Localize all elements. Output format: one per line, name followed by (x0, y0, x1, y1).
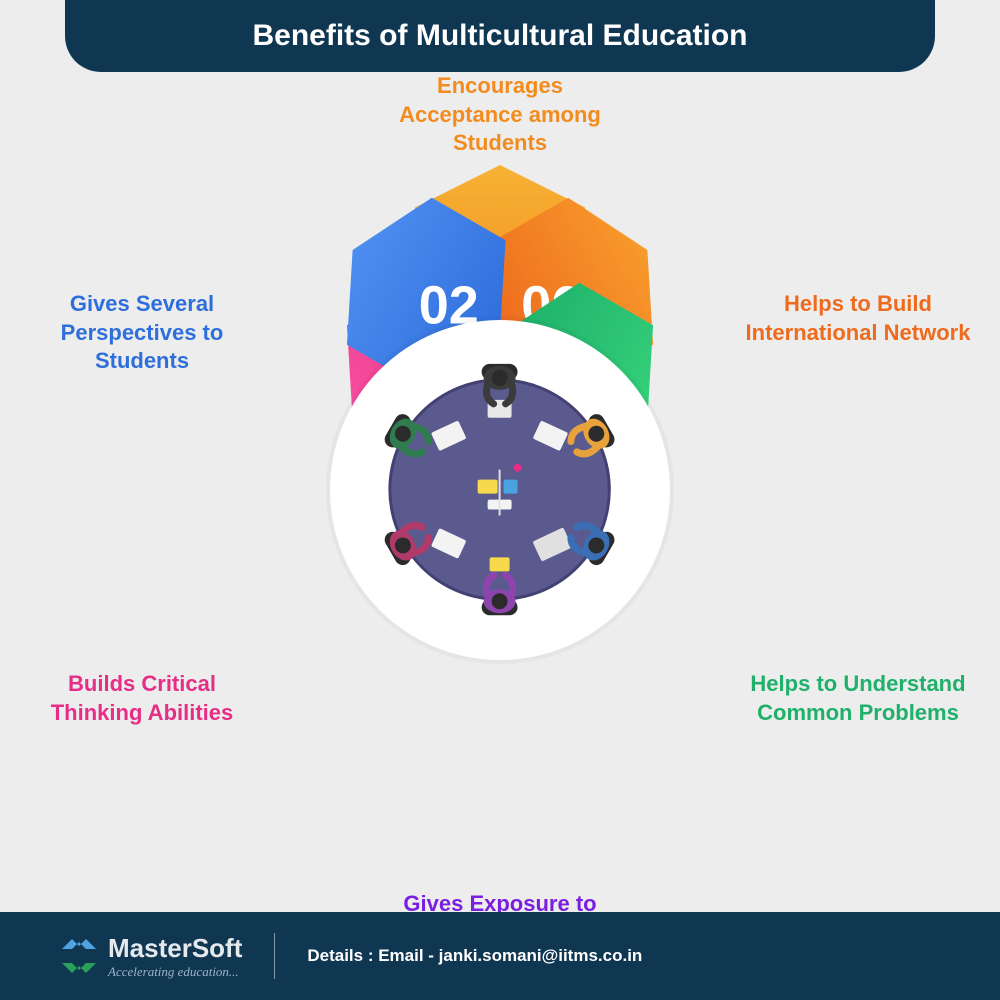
meeting-table-icon (350, 340, 649, 639)
brand-name: MasterSoft (108, 935, 242, 961)
footer-bar: MasterSoft Accelerating education... Det… (0, 912, 1000, 1000)
brand-tagline: Accelerating education... (108, 965, 242, 978)
center-illustration (330, 320, 670, 660)
logo-mark-icon (60, 939, 98, 973)
petal-label-02: Gives Several Perspectives to Students (22, 290, 262, 376)
petal-label-05: Helps to Understand Common Problems (738, 670, 978, 727)
petal-label-03: Builds Critical Thinking Abilities (22, 670, 262, 727)
petal-label-01: Encourages Acceptance among Students (380, 72, 620, 158)
benefits-diagram: 01Encourages Acceptance among Students06… (100, 90, 900, 890)
header-bar: Benefits of Multicultural Education (65, 0, 935, 72)
contact-details: Details : Email - janki.somani@iitms.co.… (307, 946, 642, 966)
petal-label-06: Helps to Build International Network (738, 290, 978, 347)
page-title: Benefits of Multicultural Education (252, 19, 747, 53)
footer-divider (274, 933, 275, 979)
brand-logo: MasterSoft Accelerating education... (60, 935, 242, 978)
